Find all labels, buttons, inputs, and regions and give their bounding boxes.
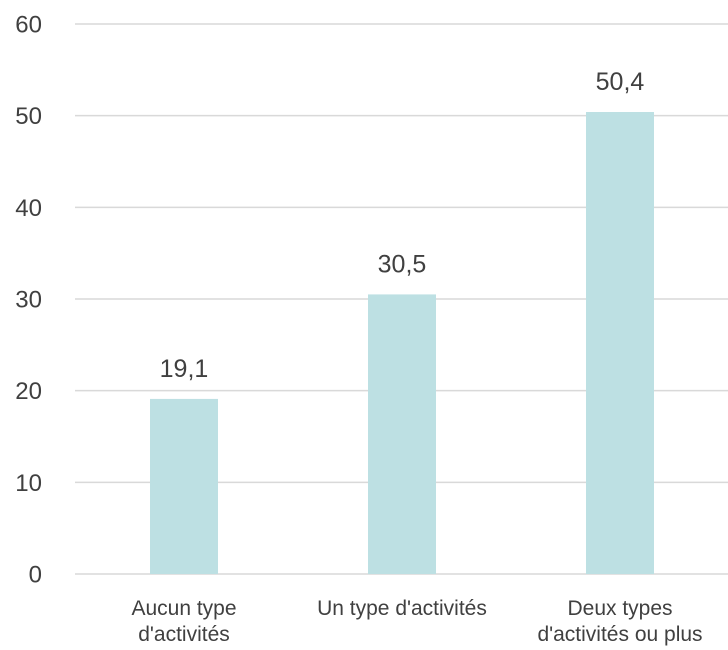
bars bbox=[150, 112, 654, 574]
bar-value-labels: 19,1 30,5 50,4 bbox=[160, 68, 645, 383]
y-tick-label: 0 bbox=[29, 562, 42, 589]
x-axis-category-labels: Aucun type d'activités Un type d'activités… bbox=[131, 597, 702, 646]
x-category-label: Un type d'activités bbox=[317, 597, 487, 620]
x-category-label: Aucun type bbox=[131, 597, 236, 620]
y-tick-label: 60 bbox=[15, 12, 42, 39]
y-tick-label: 30 bbox=[15, 287, 42, 314]
y-axis-tick-labels: 0 10 20 30 40 50 60 bbox=[15, 12, 42, 589]
bar bbox=[368, 294, 436, 574]
x-category-label: d'activités ou plus bbox=[537, 623, 702, 646]
y-tick-label: 20 bbox=[15, 378, 42, 405]
bar bbox=[586, 112, 654, 574]
bar-value-label: 30,5 bbox=[378, 250, 427, 278]
bar-value-label: 19,1 bbox=[160, 355, 209, 383]
y-tick-label: 50 bbox=[15, 103, 42, 130]
y-tick-label: 10 bbox=[15, 470, 42, 497]
x-category-label: Deux types bbox=[567, 597, 672, 620]
bar-value-label: 50,4 bbox=[596, 68, 645, 96]
y-tick-label: 40 bbox=[15, 195, 42, 222]
x-category-label: d'activités bbox=[138, 623, 230, 646]
bar bbox=[150, 398, 218, 574]
